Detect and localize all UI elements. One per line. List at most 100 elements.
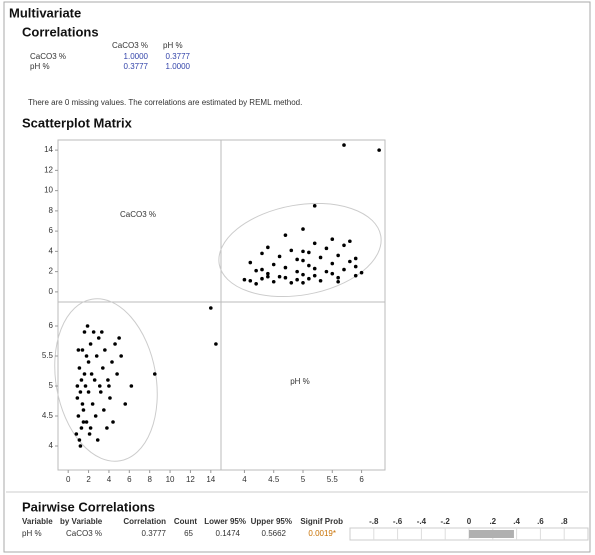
x-tick-label: 8: [147, 475, 152, 484]
bar-tick-label: -.4: [417, 517, 427, 526]
point: [108, 396, 112, 400]
point: [348, 259, 352, 264]
y-tick-label: 8: [49, 206, 54, 215]
point: [254, 268, 258, 273]
point: [117, 336, 121, 340]
point: [266, 274, 270, 279]
point: [129, 384, 134, 388]
point: [283, 265, 288, 270]
y-tick-label: 4: [49, 441, 54, 450]
point: [312, 241, 317, 246]
point: [106, 378, 110, 382]
column-header: pH %: [163, 41, 183, 50]
cell: CaCO3 %: [66, 529, 102, 538]
x-tick-label: 5.5: [327, 475, 339, 484]
point: [312, 273, 317, 278]
cell: 0.3777: [124, 62, 149, 71]
point: [86, 390, 91, 394]
point: [336, 253, 340, 258]
point: [77, 438, 82, 442]
point: [78, 444, 83, 448]
point: [295, 269, 299, 274]
column-header: Count: [174, 517, 197, 526]
cell: pH %: [22, 529, 42, 538]
point: [115, 372, 119, 376]
point: [277, 274, 282, 279]
column-header: Variable: [22, 517, 53, 526]
point: [330, 261, 335, 266]
point: [266, 271, 270, 276]
correlation-bar: [469, 530, 514, 538]
point: [301, 227, 305, 231]
point: [113, 342, 117, 346]
point: [86, 360, 91, 364]
point: [301, 280, 305, 285]
x-tick-label: 0: [66, 475, 71, 484]
point: [260, 251, 264, 256]
point: [260, 267, 264, 272]
point: [330, 237, 335, 242]
point: [82, 372, 87, 376]
point: [324, 269, 329, 274]
point: [105, 426, 109, 430]
point: [110, 360, 114, 364]
density-ellipse: [54, 298, 158, 462]
point: [88, 342, 93, 346]
point: [81, 408, 86, 412]
point: [301, 258, 305, 263]
point: [103, 348, 107, 352]
bar-tick-label: -.2: [441, 517, 451, 526]
row-label: CaCO3 %: [30, 52, 66, 61]
x-tick-label: 6: [127, 475, 132, 484]
cell: 0.3777: [166, 52, 191, 61]
point: [123, 402, 128, 406]
point: [98, 390, 103, 394]
point: [254, 281, 258, 286]
cell: 65: [184, 529, 193, 538]
point: [76, 348, 81, 352]
bar-tick-label: .8: [561, 517, 568, 526]
point: [271, 262, 276, 267]
cell: 0.3777: [142, 529, 167, 538]
point: [88, 426, 93, 430]
bar-tick-label: .6: [537, 517, 544, 526]
point: [82, 330, 87, 334]
point: [80, 348, 85, 352]
point: [248, 260, 253, 265]
bar-tick-label: .4: [513, 517, 520, 526]
point: [76, 414, 81, 418]
row-label: pH %: [30, 62, 50, 71]
y-tick-label: 10: [44, 186, 53, 195]
bar-tick-label: .2: [489, 517, 496, 526]
y-tick-label: 5: [49, 381, 54, 390]
point: [359, 270, 364, 275]
point: [342, 143, 346, 147]
point: [90, 402, 95, 406]
cell: 0.0019*: [308, 529, 336, 538]
point: [74, 432, 79, 436]
point: [336, 275, 340, 280]
point: [111, 420, 115, 424]
point: [119, 354, 123, 358]
bar-tick-label: 0: [467, 517, 472, 526]
x-tick-label: 2: [86, 475, 91, 484]
point: [307, 263, 311, 268]
y-tick-label: 6: [49, 321, 54, 330]
point: [89, 372, 94, 376]
point: [84, 420, 89, 424]
point: [353, 273, 358, 278]
point: [79, 426, 84, 430]
cell: 1.0000: [124, 52, 149, 61]
column-header: by Variable: [60, 517, 103, 526]
column-header: CaCO3 %: [112, 41, 148, 50]
point: [101, 366, 105, 370]
point: [107, 384, 111, 388]
point: [318, 255, 323, 260]
point: [289, 280, 294, 285]
point: [295, 257, 299, 262]
point: [93, 414, 98, 418]
y-tick-label: 0: [49, 287, 54, 296]
x-tick-label: 4: [242, 475, 247, 484]
point: [94, 354, 99, 358]
y-tick-label: 14: [44, 145, 53, 154]
